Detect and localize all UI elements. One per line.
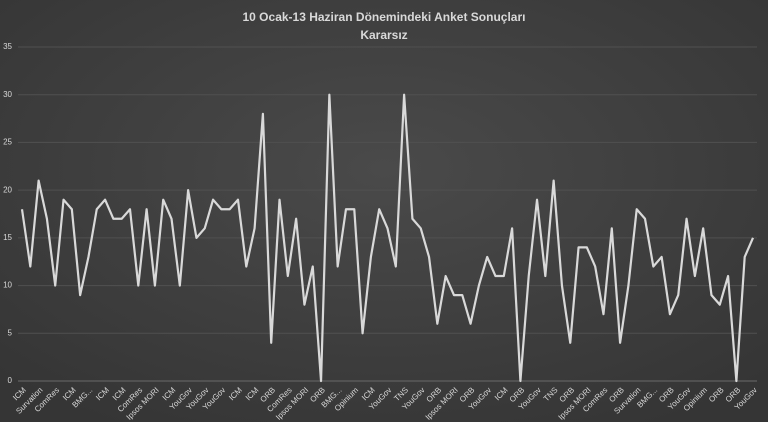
y-tick-label: 20 — [3, 185, 12, 194]
y-tick-label: 25 — [3, 138, 12, 147]
chart-title: 10 Ocak-13 Haziran Dönemindeki Anket Son… — [243, 10, 526, 24]
y-tick-label: 5 — [8, 328, 13, 337]
y-tick-label: 30 — [3, 90, 12, 99]
line — [20, 93, 755, 383]
y-tick-label: 35 — [3, 42, 12, 51]
y-tick-label: 15 — [3, 233, 12, 242]
y-tick-label: 10 — [3, 281, 12, 290]
y-tick-label: 0 — [8, 376, 13, 385]
chart-subtitle: Kararsız — [360, 28, 407, 42]
